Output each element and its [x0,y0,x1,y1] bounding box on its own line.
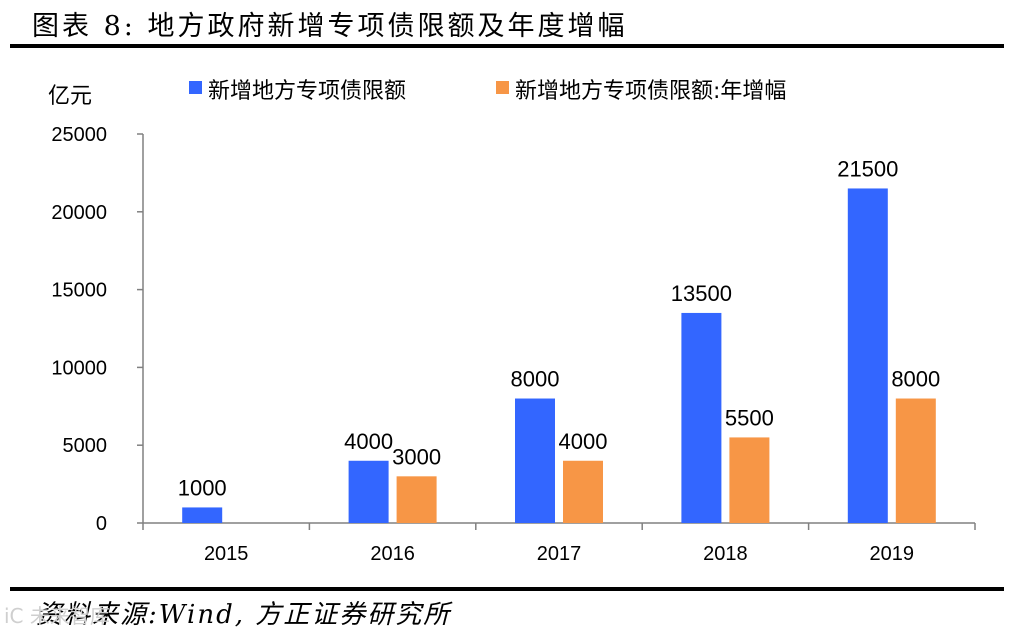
bar [515,398,555,523]
data-label: 4000 [344,429,393,454]
bar [563,460,603,523]
y-tick-label: 25000 [51,124,107,146]
data-label: 5500 [725,405,774,430]
data-label: 13500 [671,281,732,306]
data-label: 21500 [837,156,898,181]
bar [895,398,936,523]
legend-label: 新增地方专项债限额:年增幅 [515,79,786,104]
data-label: 3000 [392,444,441,469]
bar [681,312,722,523]
x-tick-label: 2017 [537,543,582,565]
x-tick-label: 2018 [703,543,748,565]
x-tick-label: 2015 [204,543,249,565]
axes: 0 5000 10000 15000 20000 25000 2015 2016 2017 201… [51,124,976,565]
y-tick-label: 5000 [63,435,108,457]
watermark: iC 未来智库 [4,604,110,628]
x-tick-label: 2019 [870,543,915,565]
legend-swatch [189,81,202,94]
y-axis-unit-label: 亿元 [48,84,92,109]
y-tick-label: 10000 [51,357,107,379]
figure-title: 图表 8: 地方政府新增专项债限额及年度增幅 [32,11,628,42]
bar [729,437,770,523]
legend-swatch [496,81,509,94]
bar [396,476,437,523]
data-label: 8000 [891,367,940,392]
bar [182,507,223,523]
legend-label: 新增地方专项债限额 [208,79,406,104]
y-tick-label: 20000 [51,202,107,224]
data-label: 8000 [511,367,560,392]
y-tick-label: 15000 [51,280,107,302]
top-rule [10,44,1004,48]
y-tick-label: 0 [96,513,107,535]
x-tick-label: 2016 [370,543,415,565]
bar [847,188,888,523]
data-label: 1000 [178,475,227,500]
data-label: 4000 [559,429,608,454]
bar [348,460,389,523]
legend: 新增地方专项债限额 新增地方专项债限额:年增幅 [189,79,786,104]
source-note: 资料来源:Wind, 方正证券研究所 [36,600,452,630]
bottom-rule [10,587,1004,591]
